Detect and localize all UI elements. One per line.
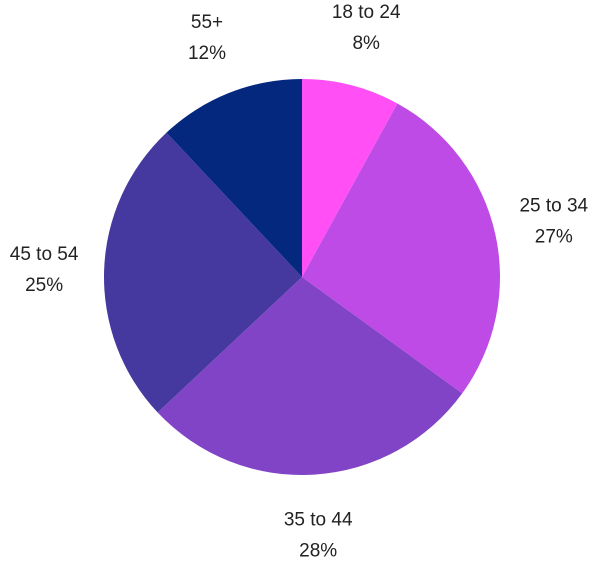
- pie-slice-label: 25 to 34 27%: [519, 196, 588, 248]
- slice-category-label: 55+: [191, 12, 223, 33]
- pie-slice-55: [166, 78, 302, 277]
- slice-percent-label: 25%: [25, 275, 63, 296]
- slice-category-label: 25 to 34: [519, 196, 588, 217]
- pie-labels: 18 to 24 8% 25 to 34 27% 35 to 44 28% 45 to 54…: [10, 2, 589, 561]
- pie-slice-label: 18 to 24 8%: [332, 2, 401, 54]
- slice-percent-label: 8%: [352, 33, 380, 54]
- pie-slice-25-to-34: [302, 103, 501, 394]
- slice-category-label: 45 to 54: [10, 244, 79, 265]
- slice-category-label: 18 to 24: [332, 2, 401, 23]
- slice-category-label: 35 to 44: [284, 510, 353, 531]
- slice-percent-label: 27%: [535, 227, 573, 248]
- pie-slice-label: 45 to 54 25%: [10, 244, 79, 296]
- pie-slice-label: 35 to 44 28%: [284, 510, 353, 562]
- slice-percent-label: 28%: [299, 541, 337, 562]
- pie-slice-18-to-24: [302, 79, 398, 277]
- pie-slices: [103, 78, 501, 476]
- pie-slice-45-to-54: [103, 132, 302, 413]
- slice-percent-label: 12%: [188, 43, 226, 64]
- pie-slice-35-to-44: [157, 277, 463, 476]
- pie-slice-label: 55+ 12%: [188, 12, 226, 64]
